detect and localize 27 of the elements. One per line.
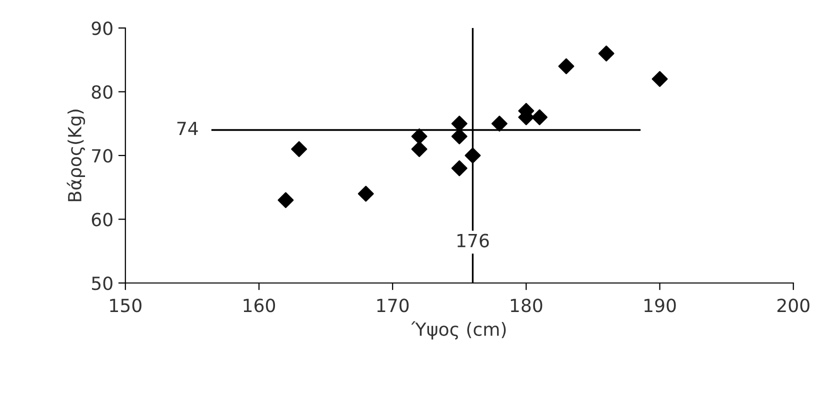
x-tick-label: 190	[644, 298, 676, 312]
x-tick-label: 160	[244, 298, 276, 312]
point	[451, 160, 468, 176]
x-tick-label: 180	[510, 298, 542, 312]
point	[532, 109, 548, 126]
y-tick-label: 80	[92, 85, 112, 99]
point	[491, 116, 508, 132]
y-tick-label: 90	[92, 21, 112, 36]
y-tick-label: 70	[92, 148, 112, 163]
x-tick-label: 150	[110, 298, 142, 312]
y-tick-label: 50	[92, 276, 112, 290]
x-tick-label: 200	[777, 298, 810, 312]
point	[598, 46, 614, 62]
point	[358, 186, 374, 202]
point	[558, 58, 574, 74]
y-axis-title: Βάρος(Kg)	[66, 110, 86, 202]
ref-line-label: 74	[177, 122, 198, 135]
x-tick-label: 170	[377, 298, 409, 312]
point	[278, 192, 294, 208]
x-axis-title: Ύψος (cm)	[411, 321, 506, 340]
ref-line-label: 176	[457, 234, 489, 248]
point	[464, 148, 481, 164]
point	[652, 71, 668, 87]
point	[411, 128, 428, 144]
point	[411, 141, 428, 158]
point	[291, 141, 308, 158]
y-tick-label: 60	[92, 212, 112, 226]
